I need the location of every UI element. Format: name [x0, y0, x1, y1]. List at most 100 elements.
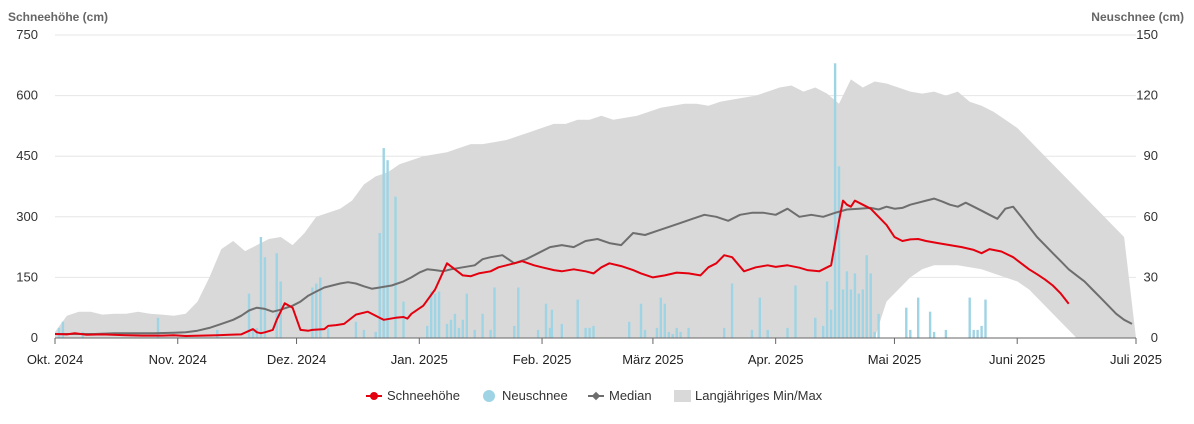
neuschnee-bar	[453, 313, 457, 338]
schneehoehe-line	[54, 199, 1070, 337]
neuschnee-bar	[628, 321, 631, 338]
neuschnee-bar	[493, 287, 496, 338]
neuschnee-bar	[251, 329, 255, 338]
median-line	[55, 197, 1133, 335]
x-tick-label: März 2025	[622, 352, 683, 367]
neuschnee-bar	[592, 325, 595, 338]
neuschnee-bar	[786, 327, 789, 338]
neuschnee-bar	[853, 273, 857, 338]
neuschnee-bar	[845, 271, 849, 338]
neuschnee-bar	[841, 289, 845, 338]
neuschnee-bar	[544, 303, 548, 338]
neuschnee-bar	[513, 325, 516, 338]
neuschnee-bar	[588, 327, 591, 338]
neuschnee-bar	[877, 313, 880, 338]
neuschnee-bar	[972, 329, 975, 338]
neuschnee-bar	[655, 327, 659, 338]
x-tick-label: Mai 2025	[868, 352, 921, 367]
legend-label-neuschnee: Neuschnee	[502, 388, 568, 403]
x-ticks: Okt. 2024 Nov. 2024 Dez. 2024 Jan. 2025 Feb.…	[27, 337, 1162, 367]
neuschnee-bar	[489, 329, 492, 338]
legend-label-schneehoehe: Schneehöhe	[387, 388, 460, 403]
neuschnee-bar	[584, 327, 587, 338]
neuschnee-bar	[663, 303, 666, 338]
neuschnee-bar	[465, 293, 468, 338]
neuschnee-bar	[643, 329, 647, 338]
neuschnee-bars	[57, 63, 987, 339]
neuschnee-bar	[536, 329, 540, 338]
legend-label-median: Median	[609, 388, 652, 403]
neuschnee-bar	[548, 327, 552, 338]
neuschnee-bar	[481, 313, 484, 338]
neuschnee-bar	[57, 327, 61, 338]
legend-item-median[interactable]: Median	[588, 388, 652, 403]
neuschnee-bar	[679, 331, 682, 338]
x-tick-label: Dez. 2024	[267, 352, 326, 367]
neuschnee-bar	[865, 255, 868, 338]
x-tick-label: Nov. 2024	[149, 352, 207, 367]
neuschnee-bar	[976, 329, 979, 338]
neuschnee-bar	[730, 283, 734, 338]
neuschnee-bar	[247, 293, 251, 338]
y-tick-right-label: 30	[1144, 269, 1158, 284]
neuschnee-bar	[869, 273, 872, 338]
neuschnee-bar	[639, 303, 643, 338]
neuschnee-bar	[822, 325, 825, 338]
neuschnee-bar	[671, 334, 674, 338]
left-axis-title: Schneehöhe (cm)	[8, 10, 108, 24]
neuschnee-bar	[275, 253, 278, 338]
neuschnee-bar	[576, 299, 579, 338]
neuschnee-bar	[905, 307, 908, 338]
legend-item-neuschnee[interactable]: Neuschnee	[483, 388, 568, 403]
neuschnee-bar	[327, 327, 330, 338]
legend-item-schneehoehe[interactable]: Schneehöhe	[366, 388, 460, 403]
legend-marker-schneehoehe	[370, 392, 378, 400]
neuschnee-bar	[386, 160, 389, 338]
right-y-ticks: 0 30 60 90 120 150	[1136, 27, 1158, 345]
legend: Schneehöhe Neuschnee Median Langjähriges…	[366, 388, 823, 403]
legend-item-minmax[interactable]: Langjähriges Min/Max	[674, 388, 823, 403]
neuschnee-bar	[917, 297, 920, 338]
neuschnee-bar	[445, 323, 449, 338]
neuschnee-bar	[216, 329, 219, 338]
neuschnee-bar	[426, 325, 429, 338]
x-tick-label: Jan. 2025	[391, 352, 448, 367]
neuschnee-bar	[430, 291, 433, 338]
neuschnee-bar	[928, 311, 932, 338]
neuschnee-bar	[61, 321, 65, 338]
neuschnee-bar	[944, 329, 948, 338]
y-tick-left-label: 0	[31, 330, 38, 345]
neuschnee-bar	[758, 297, 761, 338]
neuschnee-bar	[362, 329, 366, 338]
neuschnee-bar	[984, 299, 987, 338]
neuschnee-bar	[794, 285, 797, 338]
neuschnee-bar	[932, 331, 936, 338]
neuschnee-bar	[259, 237, 263, 338]
x-tick-label: Apr. 2025	[748, 352, 804, 367]
neuschnee-bar	[814, 317, 817, 338]
neuschnee-bar	[354, 321, 358, 338]
neuschnee-bar	[517, 287, 520, 338]
y-tick-left-label: 750	[16, 27, 38, 42]
x-tick-label: Okt. 2024	[27, 352, 83, 367]
legend-marker-median	[591, 391, 601, 401]
y-tick-left-label: 450	[16, 148, 38, 163]
neuschnee-bar	[857, 293, 860, 338]
neuschnee-bar	[319, 277, 322, 338]
minmax-layer	[55, 79, 1136, 339]
neuschnee-bar	[766, 329, 769, 338]
neuschnee-bar	[394, 196, 397, 338]
schneehoehe-layer	[54, 199, 1070, 337]
x-tick-label: Juli 2025	[1110, 352, 1162, 367]
neuschnee-bar	[315, 283, 318, 338]
neuschnee-bar	[457, 327, 461, 338]
neuschnee-bar	[311, 287, 314, 338]
neuschnee-bar	[723, 327, 726, 338]
neuschnee-bar	[837, 166, 841, 338]
y-tick-right-label: 60	[1144, 209, 1158, 224]
neuschnee-bar	[909, 329, 912, 338]
neuschnee-bar	[849, 289, 853, 338]
neuschnee-bar	[263, 257, 267, 338]
median-layer	[55, 197, 1133, 335]
